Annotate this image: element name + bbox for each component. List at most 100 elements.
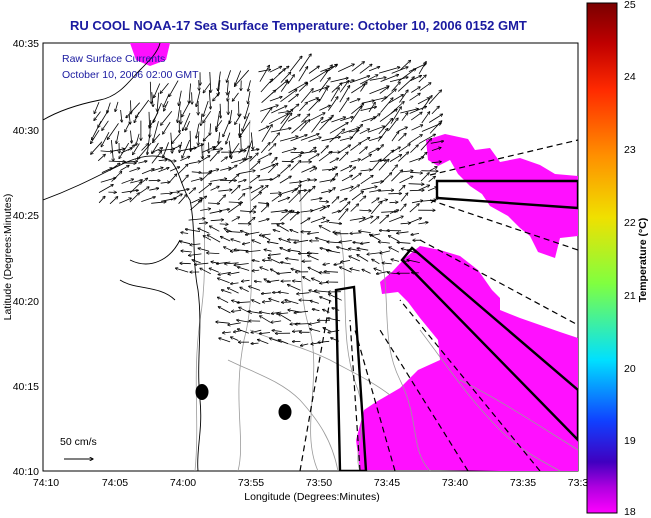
current-vector — [357, 255, 369, 262]
current-vector — [287, 285, 301, 291]
current-vector — [277, 225, 289, 232]
current-vector — [281, 262, 291, 265]
current-vector — [241, 187, 252, 191]
current-vector — [309, 70, 328, 82]
current-vector — [121, 179, 134, 184]
current-vector — [420, 200, 436, 202]
current-vector — [234, 69, 249, 86]
current-vector — [378, 242, 390, 243]
current-vector — [301, 166, 315, 173]
station-marker — [195, 384, 209, 400]
current-vector — [250, 192, 262, 201]
current-vector — [231, 337, 239, 341]
current-vector — [278, 111, 289, 114]
current-vector — [349, 76, 370, 84]
current-vector — [387, 118, 398, 132]
current-vector — [269, 193, 281, 194]
current-vector — [303, 277, 311, 282]
current-vector — [264, 250, 272, 252]
current-vector — [418, 62, 426, 75]
colorbar — [586, 2, 618, 514]
current-vector — [136, 133, 140, 146]
sst-patch-top-left — [130, 43, 170, 66]
current-vector — [157, 92, 160, 112]
current-vector — [367, 126, 385, 133]
current-vector — [232, 92, 239, 101]
current-vector — [308, 99, 320, 111]
current-vector — [172, 132, 182, 144]
current-vector — [349, 99, 360, 104]
current-vector — [237, 320, 250, 323]
current-vector — [360, 175, 373, 185]
y-tick: 40:15 — [13, 381, 39, 393]
current-vector — [251, 343, 259, 344]
current-vector — [180, 157, 190, 161]
current-vector — [203, 236, 212, 241]
current-vector — [311, 117, 324, 133]
current-vector — [369, 234, 381, 241]
current-vector — [196, 90, 201, 107]
current-vector — [234, 263, 249, 266]
current-vector — [177, 189, 189, 192]
current-vector — [308, 66, 319, 74]
current-vector — [150, 148, 163, 154]
current-vector — [268, 258, 281, 264]
colorbar-tick: 25 — [624, 0, 636, 11]
x-tick: 73:35 — [510, 477, 536, 489]
current-vector — [319, 226, 331, 232]
current-vector — [259, 65, 270, 82]
current-vector — [323, 263, 330, 264]
current-vector — [267, 163, 278, 174]
current-vector — [408, 184, 424, 185]
current-vector — [349, 256, 361, 262]
current-vector — [289, 212, 299, 221]
current-vector — [357, 248, 369, 251]
current-vector — [258, 219, 270, 223]
current-vector — [430, 197, 439, 204]
current-vector — [287, 75, 294, 84]
current-vector — [180, 148, 196, 152]
current-vector — [320, 146, 329, 154]
current-vector — [339, 137, 353, 141]
current-vector — [237, 194, 245, 201]
current-vector — [260, 79, 273, 93]
current-vector — [371, 159, 381, 171]
current-vector — [298, 67, 308, 82]
current-vector — [200, 209, 211, 211]
current-vector — [210, 71, 211, 93]
current-vector — [207, 253, 220, 254]
current-vector — [280, 90, 297, 103]
current-vector — [353, 242, 361, 243]
current-vector — [221, 290, 232, 294]
current-vector — [249, 153, 259, 162]
current-vector — [163, 93, 170, 108]
x-tick: 73:3 — [568, 477, 589, 489]
current-vector — [281, 189, 298, 194]
current-vector — [376, 271, 389, 274]
current-vector — [310, 198, 322, 201]
current-vector — [340, 267, 352, 273]
current-vector — [310, 217, 325, 223]
current-vector — [258, 203, 269, 204]
current-vector — [223, 120, 231, 137]
current-vector — [125, 121, 131, 132]
current-vector — [281, 149, 296, 153]
current-vector — [230, 283, 239, 284]
current-vector — [218, 307, 231, 314]
current-vector — [249, 286, 261, 291]
current-vector — [270, 210, 288, 213]
current-vector — [294, 239, 309, 242]
current-vector — [228, 174, 239, 184]
current-vector — [295, 324, 310, 325]
current-vector — [380, 173, 391, 185]
current-vector — [126, 102, 140, 118]
current-vector — [119, 142, 130, 159]
current-vector — [351, 173, 362, 181]
current-vector — [351, 84, 365, 94]
current-vector — [318, 78, 330, 93]
current-vector — [350, 204, 359, 212]
current-vector — [319, 105, 330, 111]
current-vector — [391, 131, 399, 142]
current-vector — [391, 170, 402, 182]
current-vector — [258, 179, 273, 180]
